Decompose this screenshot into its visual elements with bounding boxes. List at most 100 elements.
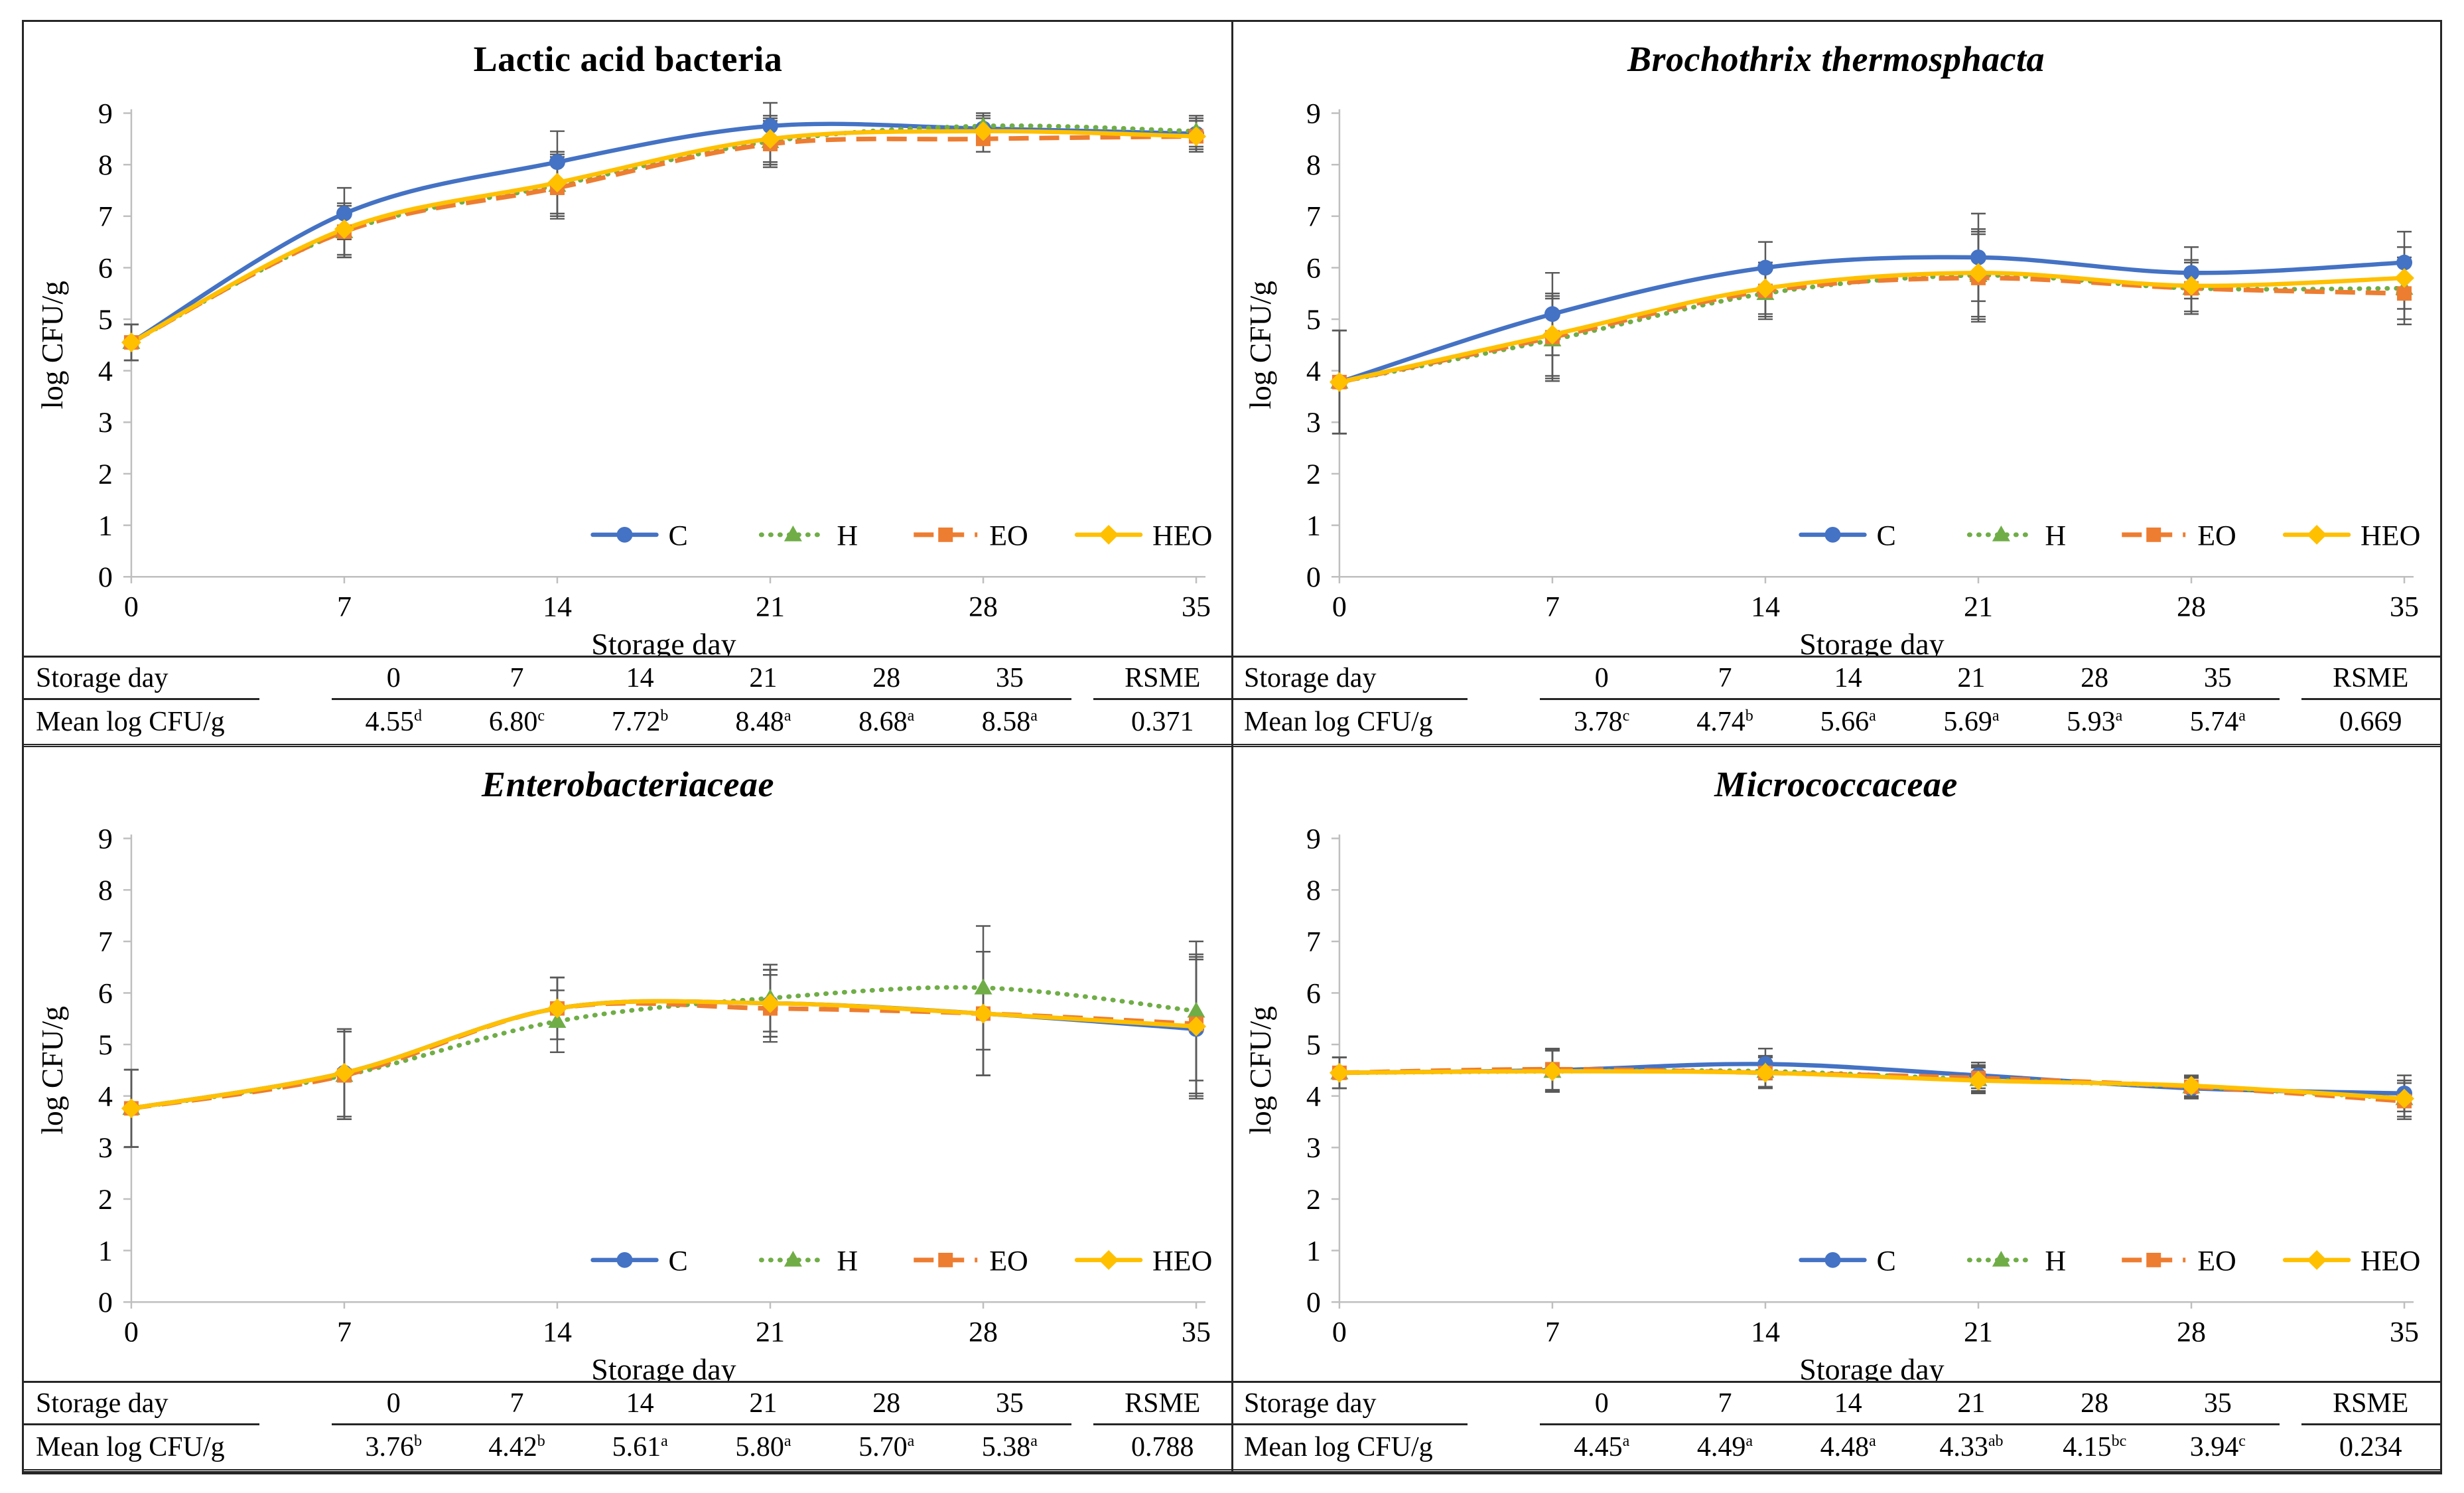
svg-text:C: C (1876, 1245, 1895, 1277)
row-spacer (1468, 699, 1540, 746)
svg-text:4: 4 (1306, 356, 1321, 388)
svg-text:EO: EO (989, 520, 1028, 552)
significance-letter: b (537, 1433, 545, 1450)
significance-letter: b (660, 707, 669, 725)
mean-value-day-14: 4.48a (1820, 1432, 1876, 1462)
svg-text:5: 5 (98, 1029, 113, 1061)
header-spacer (1468, 1382, 1540, 1425)
svg-text:8: 8 (1306, 149, 1321, 181)
row-spacer (2280, 1425, 2301, 1471)
svg-text:0: 0 (98, 561, 113, 593)
significance-letter: c (1622, 707, 1630, 725)
mean-value-day-35: 8.58a (981, 707, 1038, 737)
header-spacer (1468, 657, 1540, 699)
svg-text:35: 35 (2390, 591, 2419, 623)
mean-value-day-14: 7.72b (611, 707, 669, 737)
header-rsme: RSME (2301, 1382, 2440, 1425)
header-day-7: 7 (455, 1382, 579, 1425)
header-day-28: 28 (825, 656, 949, 700)
chart-panel-2: Enterobacteriaceae 0 1 2 3 4 5 6 7 8 9 0 7 14 21 28 35 S… (24, 747, 1232, 1472)
svg-text:35: 35 (1182, 591, 1211, 623)
svg-text:21: 21 (1964, 1316, 1993, 1348)
significance-letter: c (537, 707, 545, 725)
mean-value-day-35: 5.74a (2189, 707, 2246, 737)
significance-letter: a (1745, 1433, 1753, 1450)
svg-text:7: 7 (1545, 1316, 1560, 1348)
mean-row-label: Mean log CFU/g (1244, 707, 1433, 737)
mean-value-day-21: 4.33ab (1939, 1432, 2004, 1462)
svg-text:C: C (668, 1245, 687, 1277)
svg-text:5: 5 (98, 304, 113, 336)
mean-value-day-0: 3.78c (1574, 707, 1630, 737)
line-chart: 0 1 2 3 4 5 6 7 8 9 0 7 14 21 28 35 Storage day log CFU/g… (1243, 98, 2421, 656)
mean-value-day-28: 5.93a (2067, 707, 2123, 737)
svg-text:5: 5 (1306, 1029, 1321, 1061)
svg-text:H: H (837, 520, 858, 552)
header-day-21: 21 (701, 656, 825, 700)
header-day-21: 21 (701, 1382, 825, 1425)
table-header-row: Storage day 0 7 14 21 28 35 RSME (1232, 656, 2440, 700)
svg-text:log CFU/g: log CFU/g (35, 281, 69, 409)
chart-title-text: Enterobacteriaceae (482, 764, 774, 804)
header-day-7: 7 (1663, 1382, 1787, 1425)
header-day-35: 35 (948, 656, 1071, 700)
svg-text:7: 7 (1306, 201, 1321, 233)
svg-text:Storage day: Storage day (1799, 1352, 1944, 1381)
header-day-14: 14 (1786, 1382, 1910, 1425)
significance-letter: a (1992, 707, 2000, 725)
significance-letter: d (413, 707, 422, 725)
mean-value-day-28: 5.70a (858, 1432, 915, 1462)
mean-value-day-21: 5.69a (1943, 707, 2000, 737)
mean-value-day-7: 6.80c (488, 707, 545, 737)
row-spacer (1468, 1425, 1540, 1471)
svg-text:7: 7 (98, 201, 113, 233)
svg-text:C: C (1876, 520, 1895, 552)
table-mean-row: Mean log CFU/g 3.76b 4.42b 5.61a 5.80a 5… (24, 1425, 1232, 1471)
significance-letter: a (661, 1433, 668, 1450)
svg-text:log CFU/g: log CFU/g (35, 1006, 69, 1135)
svg-text:HEO: HEO (2361, 1245, 2420, 1277)
svg-text:EO: EO (2197, 1245, 2236, 1277)
svg-text:35: 35 (2390, 1316, 2419, 1348)
table-mean-row: Mean log CFU/g 4.45a 4.49a 4.48a 4.33ab … (1232, 1425, 2440, 1471)
svg-text:3: 3 (1306, 1132, 1321, 1164)
significance-letter: a (784, 707, 791, 725)
header-spacer (1071, 657, 1093, 699)
svg-text:3: 3 (1306, 407, 1321, 439)
svg-text:14: 14 (1751, 1316, 1780, 1348)
svg-text:H: H (2045, 520, 2066, 552)
mean-value-day-0: 4.55d (365, 707, 422, 737)
rsme-value: 0.669 (2339, 707, 2402, 737)
svg-text:5: 5 (1306, 304, 1321, 336)
rsme-value: 0.788 (1131, 1432, 1194, 1462)
svg-text:3: 3 (98, 407, 113, 439)
header-day-21: 21 (1909, 1382, 2033, 1425)
mean-value-day-14: 5.61a (612, 1432, 668, 1462)
svg-text:28: 28 (2177, 1316, 2206, 1348)
mean-value-day-21: 5.80a (735, 1432, 791, 1462)
significance-letter: b (1745, 707, 1753, 725)
table-header-row: Storage day 0 7 14 21 28 35 RSME (24, 656, 1232, 700)
svg-text:1: 1 (98, 510, 113, 542)
mean-value-day-35: 3.94c (2189, 1432, 2246, 1462)
svg-text:9: 9 (1306, 98, 1321, 130)
svg-text:HEO: HEO (1152, 520, 1212, 552)
row-spacer (1071, 699, 1093, 746)
svg-text:3: 3 (98, 1132, 113, 1164)
significance-letter: c (2238, 1433, 2246, 1450)
svg-text:28: 28 (969, 1316, 998, 1348)
svg-text:9: 9 (98, 823, 113, 855)
header-spacer (1071, 1382, 1093, 1425)
svg-text:2: 2 (98, 459, 113, 490)
svg-text:35: 35 (1182, 1316, 1211, 1348)
significance-letter: a (784, 1433, 791, 1450)
header-rsme: RSME (1093, 1382, 1232, 1425)
mean-row-label: Mean log CFU/g (36, 707, 225, 737)
mean-value-day-0: 4.45a (1574, 1432, 1630, 1462)
svg-text:1: 1 (1306, 510, 1321, 542)
header-storage-day: Storage day (24, 1382, 260, 1425)
svg-text:2: 2 (98, 1184, 113, 1216)
mean-value-day-7: 4.49a (1696, 1432, 1753, 1462)
svg-text:1: 1 (98, 1236, 113, 1267)
mean-value-day-7: 4.74b (1696, 707, 1753, 737)
